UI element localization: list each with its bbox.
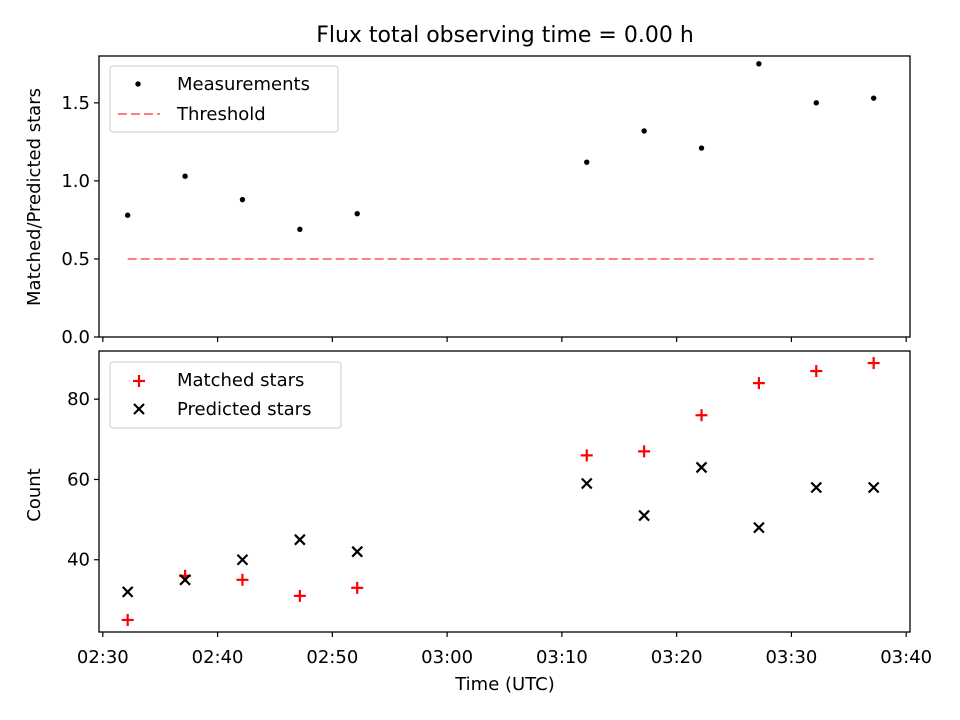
measurement-point	[813, 100, 819, 106]
measurement-point	[756, 61, 762, 67]
legend-matched-marker	[133, 375, 145, 387]
bottom-y-tick-label: 60	[67, 469, 90, 490]
predicted-star-point	[753, 521, 765, 534]
matched-star-point	[638, 445, 651, 458]
measurement-point	[124, 212, 131, 218]
measurement-point	[182, 173, 188, 179]
predicted-star-point	[580, 477, 593, 490]
predicted-star-point	[867, 481, 880, 494]
bottom-y-tick-label: 40	[67, 550, 90, 571]
bottom-plot-frame	[98, 350, 911, 633]
legend-threshold-label: Threshold	[176, 104, 266, 125]
bottom-plot-area	[121, 357, 880, 626]
matched-star-point	[236, 573, 249, 586]
x-tick-label: 03:00	[421, 647, 473, 668]
x-axis-label: Time (UTC)	[454, 674, 555, 695]
top-plot-frame	[98, 55, 911, 338]
top-y-tick-label: 1.5	[61, 93, 90, 114]
matched-star-point	[867, 357, 880, 370]
bottom-y-axis-label: Count	[24, 468, 45, 521]
top-y-tick-label: 0.5	[61, 249, 90, 270]
x-tick-label: 02:30	[77, 647, 129, 668]
measurement-point	[354, 210, 360, 217]
matched-star-point	[293, 589, 306, 602]
bottom-y-tick-label: 80	[67, 389, 90, 410]
predicted-star-point	[236, 553, 249, 566]
measurement-point	[698, 145, 705, 151]
matched-star-point	[580, 449, 593, 462]
bottom-y-axis: 40 60 80	[67, 389, 99, 571]
x-tick-label: 03:30	[765, 647, 817, 668]
top-y-axis-label: Matched/Predicted stars	[24, 88, 45, 306]
legend-matched-label: Matched stars	[177, 370, 304, 391]
matched-star-point	[351, 581, 364, 594]
top-legend-box	[109, 65, 339, 133]
predicted-star-point	[179, 574, 191, 586]
matched-star-point	[121, 613, 134, 626]
top-y-tick-label: 0.0	[61, 327, 90, 348]
matched-star-point	[695, 409, 708, 422]
predicted-star-point	[351, 545, 363, 558]
legend-measurements-label: Measurements	[177, 74, 310, 95]
x-tick-label: 02:50	[306, 647, 358, 668]
legend-measurements-marker	[135, 81, 141, 87]
measurement-point	[239, 196, 246, 203]
predicted-star-point	[121, 586, 134, 598]
top-legend: Measurements Threshold	[109, 65, 339, 133]
matched-star-point	[810, 365, 823, 378]
top-panel: 0.0 0.5 1.0 1.5 Matched/Predicted stars Mea…	[24, 55, 911, 348]
x-tick-label: 02:40	[192, 647, 244, 668]
matched-star-point	[752, 377, 765, 390]
x-tick-label: 03:10	[536, 647, 588, 668]
bottom-panel: 40 60 80 02:30 02:40 02:50 03:00 03:10 03:20 03:…	[24, 350, 932, 695]
x-tick-label: 03:40	[880, 647, 932, 668]
bottom-legend: Matched stars Predicted stars	[109, 361, 342, 429]
top-y-axis: 0.0 0.5 1.0 1.5	[61, 93, 99, 348]
top-x-axis	[102, 337, 907, 342]
predicted-star-point	[294, 533, 306, 546]
legend-predicted-label: Predicted stars	[177, 399, 311, 420]
top-plot-area	[124, 61, 877, 260]
measurement-point	[584, 159, 590, 165]
chart-title: Flux total observing time = 0.00 h	[316, 23, 694, 48]
predicted-star-point	[695, 461, 708, 474]
measurement-point	[297, 226, 303, 232]
predicted-star-point	[638, 509, 650, 522]
predicted-star-point	[810, 481, 823, 494]
bottom-x-axis: 02:30 02:40 02:50 03:00 03:10 03:20 03:30 03:40	[77, 632, 932, 668]
measurement-point	[641, 128, 647, 134]
bottom-legend-box	[109, 361, 342, 429]
top-y-tick-label: 1.0	[61, 171, 90, 192]
legend-predicted-marker	[133, 403, 145, 415]
measurement-point	[870, 95, 877, 101]
x-tick-label: 03:20	[651, 647, 703, 668]
